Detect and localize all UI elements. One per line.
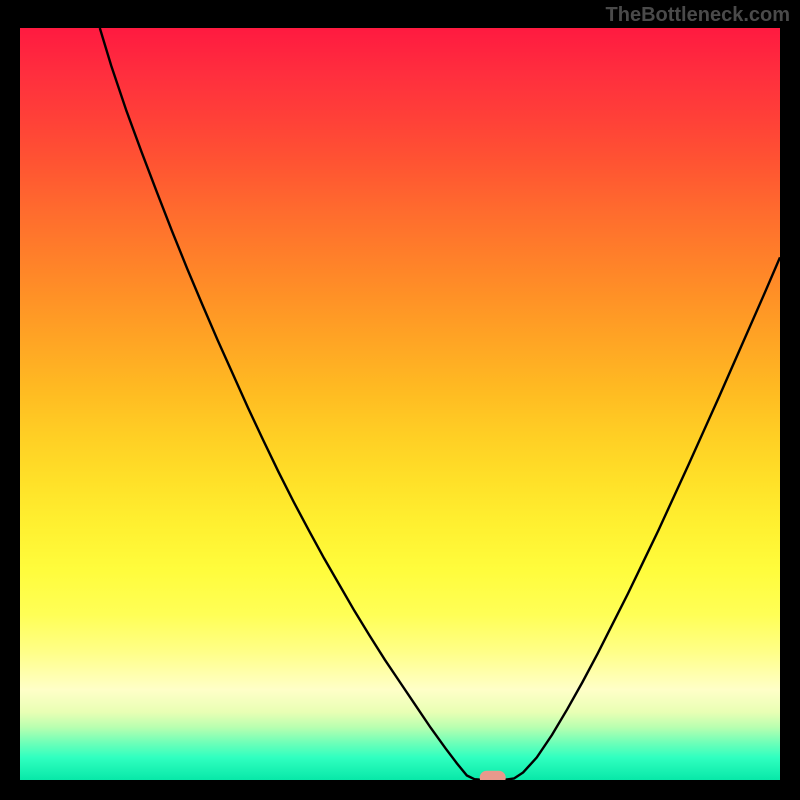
attribution-text: TheBottleneck.com xyxy=(606,4,790,27)
bottleneck-curve xyxy=(100,28,780,780)
minimum-marker xyxy=(480,771,506,780)
curve-layer xyxy=(20,28,780,780)
bottleneck-plot xyxy=(20,28,780,780)
